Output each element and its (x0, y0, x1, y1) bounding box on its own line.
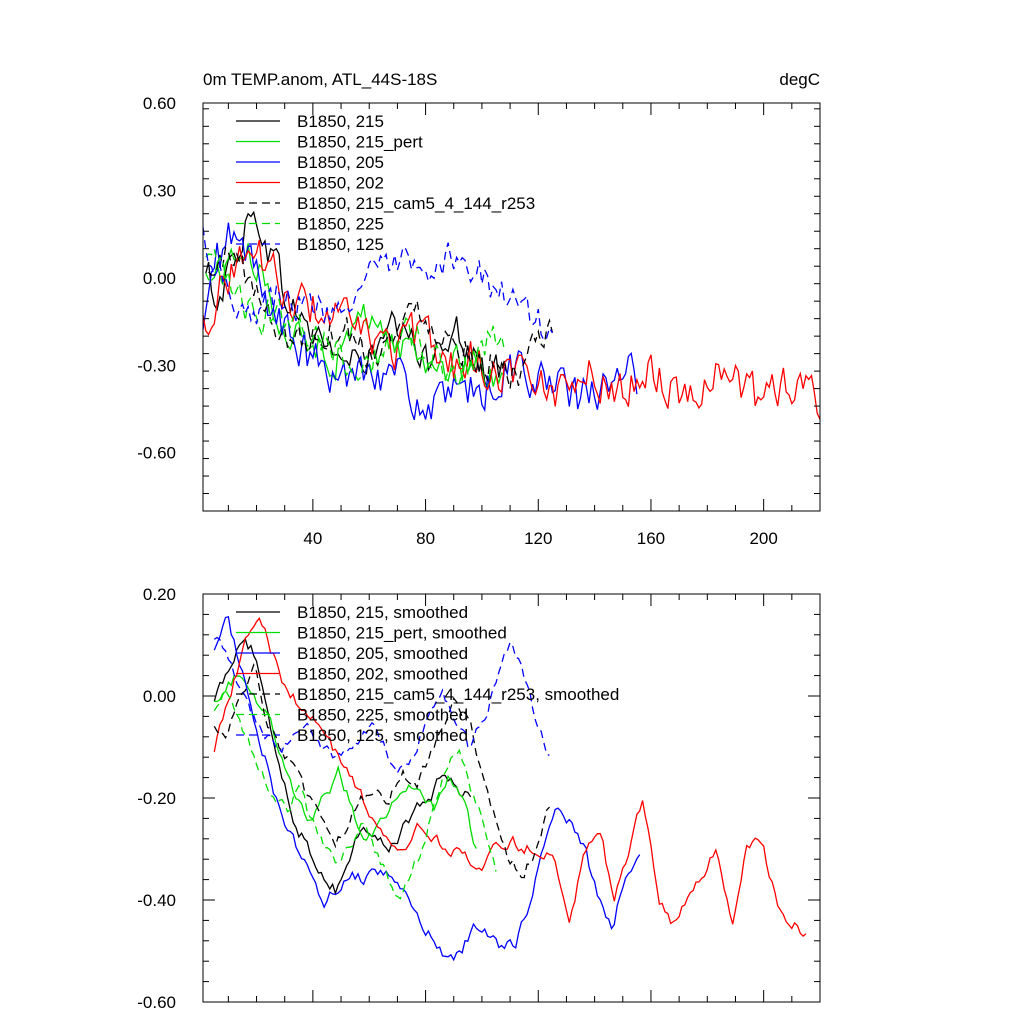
legend-label-top-7: B1850, 125 (297, 235, 384, 254)
legend-label-top-6: B1850, 225 (297, 215, 384, 234)
series-line-top-5 (208, 246, 554, 389)
legend-label-top-5: B1850, 215_cam5_4_144_r253 (297, 194, 535, 213)
legend-label-bottom-2: B1850, 215_pert, smoothed (297, 624, 507, 643)
x-tick-label: 120 (524, 529, 552, 548)
series-line-bottom-1 (213, 637, 472, 896)
y-tick-label: 0.30 (143, 181, 176, 200)
y-tick-label: 0.00 (143, 269, 176, 288)
y-tick-label: -0.20 (137, 789, 176, 808)
series-line-bottom-2 (214, 675, 477, 849)
y-tick-label: 0.00 (143, 687, 176, 706)
series-line-bottom-6 (213, 688, 497, 900)
x-tick-label: 160 (637, 529, 665, 548)
top-plot-frame (202, 102, 821, 512)
top-plot-data (202, 210, 821, 421)
legend-label-top-2: B1850, 215_pert (297, 133, 423, 152)
bottom-plot-data (213, 616, 807, 962)
series-line-bottom-3 (213, 616, 641, 962)
legend-label-bottom-6: B1850, 225, smoothed (297, 706, 468, 725)
series-line-bottom-4 (213, 617, 807, 937)
legend-label-top-4: B1850, 202 (297, 174, 384, 193)
series-line-top-1 (205, 210, 506, 391)
bottom-axis-ticks: 0.20 0.00 -0.20 -0.40 -0.60 (137, 585, 821, 1012)
legend-label-top-3: B1850, 205 (297, 153, 384, 172)
series-line-bottom-5 (213, 663, 550, 879)
x-tick-label: 40 (303, 529, 322, 548)
y-tick-label: -0.60 (137, 993, 176, 1012)
x-tick-label: 80 (416, 529, 435, 548)
legend-label-bottom-1: B1850, 215, smoothed (297, 603, 468, 622)
legend-label-bottom-5: B1850, 215_cam5_4_144_r253, smoothed (297, 685, 619, 704)
top-axis-ticks: 40 80 120 160 200 0.60 0.30 0.00 -0.30 -0.60 (137, 94, 821, 548)
series-line-top-4 (202, 239, 821, 420)
y-tick-label: -0.30 (137, 356, 176, 375)
legend-label-bottom-7: B1850, 125, smoothed (297, 726, 468, 745)
x-tick-label: 200 (749, 529, 777, 548)
legend-label-bottom-3: B1850, 205, smoothed (297, 644, 468, 663)
series-line-top-2 (205, 243, 505, 390)
series-line-top-7 (202, 227, 553, 342)
series-line-top-3 (202, 222, 638, 421)
series-line-bottom-7 (213, 636, 550, 775)
y-tick-label: -0.40 (137, 891, 176, 910)
top-chart-title: 0m TEMP.anom, ATL_44S-18S (203, 70, 437, 89)
legend-label-bottom-4: B1850, 202, smoothed (297, 665, 468, 684)
y-tick-label: 0.60 (143, 94, 176, 113)
bottom-legend: B1850, 215, smoothed B1850, 215_pert, smo… (236, 603, 619, 745)
legend-label-top-1: B1850, 215 (297, 112, 384, 131)
bottom-panel: 0.20 0.00 -0.20 -0.40 -0.60 B1850, 215, smoo… (137, 585, 821, 1012)
top-chart-units: degC (779, 70, 820, 89)
y-tick-label: 0.20 (143, 585, 176, 604)
series-line-top-6 (205, 247, 506, 387)
top-panel: 0m TEMP.anom, ATL_44S-18S degC 40 80 120 16… (137, 70, 821, 548)
y-tick-label: -0.60 (137, 444, 176, 463)
